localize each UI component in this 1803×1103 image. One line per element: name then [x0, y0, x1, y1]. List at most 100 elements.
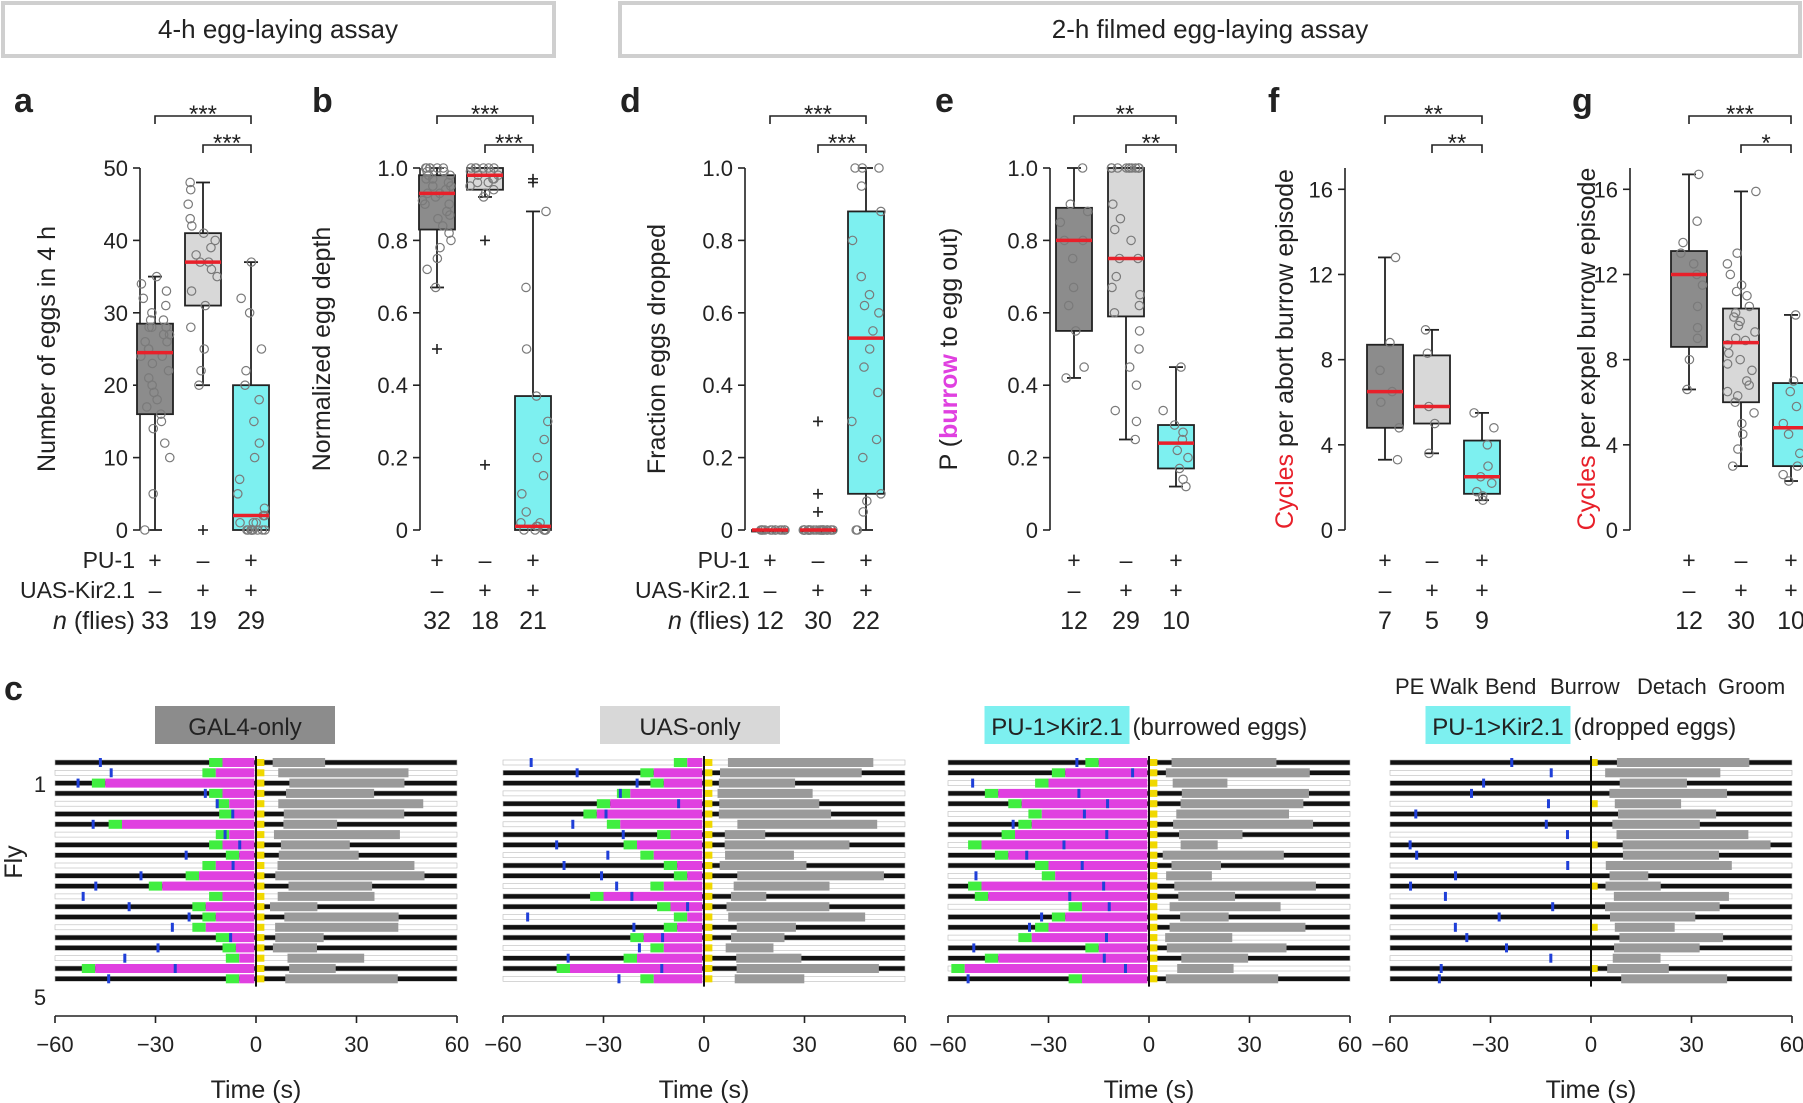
burrow-segment — [1082, 902, 1148, 912]
pe-tick — [1497, 912, 1501, 922]
groom-segment — [727, 758, 874, 767]
data-point — [1778, 469, 1788, 480]
detach-segment — [1591, 800, 1598, 808]
pe-tick — [203, 788, 207, 798]
data-point — [1392, 454, 1403, 465]
genotype-pu1-a: – — [197, 547, 210, 573]
burrow-segment — [1098, 943, 1148, 953]
burrow-segment — [677, 922, 703, 932]
groom-segment — [272, 758, 326, 767]
groom-segment — [1165, 768, 1310, 778]
groom-segment — [718, 809, 832, 819]
data-point — [1115, 213, 1126, 224]
genotype-pu1-d: + — [859, 547, 872, 573]
data-point — [232, 488, 243, 499]
burrow-segment — [637, 840, 703, 850]
y-axis-label-e: P (burrow to egg out) — [935, 228, 963, 471]
panel-letter-b: b — [312, 82, 333, 120]
data-point — [1394, 422, 1404, 433]
sig-bracket-inner — [1431, 144, 1483, 153]
bend-segment — [673, 871, 688, 881]
bend-segment — [630, 933, 644, 943]
pe-tick — [91, 819, 95, 829]
sig-label-outer: ** — [1116, 101, 1135, 128]
data-point — [420, 163, 431, 173]
bend-segment — [192, 922, 206, 932]
pe-tick — [107, 974, 111, 984]
burrow-segment — [215, 912, 255, 922]
detach-segment — [256, 841, 265, 849]
x-tick-label: 60 — [1338, 1032, 1362, 1057]
groom-segment — [289, 778, 405, 788]
data-point — [1130, 434, 1141, 445]
burrow-segment — [229, 830, 255, 840]
data-point — [857, 163, 868, 173]
bend-segment — [209, 891, 223, 901]
data-point — [1735, 354, 1745, 365]
bend-segment — [202, 768, 216, 778]
detach-segment — [1149, 779, 1158, 787]
row-label-n-rest: (flies) — [74, 607, 135, 635]
n-count-g: 30 — [1727, 607, 1755, 635]
detach-segment — [256, 965, 265, 972]
groom-segment — [1614, 799, 1682, 809]
y-tick-label-d: 0.2 — [702, 446, 733, 471]
pe-tick — [1080, 861, 1084, 870]
pe-tick — [1040, 912, 1044, 922]
y-axis-label-part: P ( — [935, 438, 963, 470]
genotype-kir-d: – — [764, 577, 777, 603]
y-tick-label-e: 0.4 — [1007, 373, 1038, 398]
data-point — [1489, 422, 1499, 433]
detach-segment — [704, 975, 713, 983]
data-point — [480, 188, 491, 199]
row-label-n-italic: n — [53, 607, 74, 635]
data-point — [1682, 384, 1692, 395]
detach-segment — [256, 975, 265, 983]
pe-tick — [1505, 943, 1509, 953]
data-point — [163, 365, 174, 376]
genotype-kir-f: + — [1425, 577, 1438, 603]
pe-tick — [1544, 819, 1548, 829]
data-point — [471, 163, 482, 173]
detach-segment — [704, 913, 713, 921]
data-point — [260, 525, 270, 535]
data-point — [1385, 337, 1395, 348]
groom-segment — [736, 964, 879, 973]
groom-segment — [1180, 799, 1304, 809]
data-point — [1732, 391, 1743, 401]
data-point — [249, 416, 259, 427]
panel-letter-g: g — [1572, 82, 1593, 120]
data-point — [435, 242, 445, 253]
data-point — [539, 434, 549, 445]
y-axis-label-part: Cycles — [1271, 454, 1299, 529]
pe-tick — [1104, 933, 1108, 943]
burrow-segment — [232, 809, 255, 819]
bend-segment — [984, 953, 999, 963]
burrow-segment — [630, 788, 703, 798]
ethogram-title: PU-1>Kir2.1 — [991, 714, 1122, 741]
bend-segment — [209, 840, 223, 850]
data-point — [446, 235, 456, 246]
data-point — [159, 438, 170, 448]
pe-tick — [76, 778, 80, 788]
data-point — [1055, 217, 1066, 228]
data-point — [254, 438, 265, 448]
detach-segment — [704, 903, 713, 911]
y-tick-label-d: 0.8 — [702, 228, 733, 253]
detach-segment — [1149, 759, 1158, 766]
data-point — [1791, 401, 1802, 412]
data-point — [1110, 405, 1121, 416]
data-point — [876, 488, 886, 499]
detach-segment — [704, 800, 713, 808]
groom-segment — [737, 871, 884, 881]
data-point — [1693, 169, 1704, 180]
burrow-segment — [222, 891, 255, 901]
data-point — [1082, 206, 1093, 217]
burrow-segment — [663, 778, 703, 788]
y-tick-label-e: 0.2 — [1007, 446, 1038, 471]
sig-label-inner: ** — [1142, 130, 1161, 157]
pe-tick — [575, 768, 579, 778]
bend-segment — [1041, 871, 1056, 881]
y-tick-label-a: 10 — [104, 446, 128, 471]
x-tick-label: −30 — [1030, 1032, 1067, 1057]
